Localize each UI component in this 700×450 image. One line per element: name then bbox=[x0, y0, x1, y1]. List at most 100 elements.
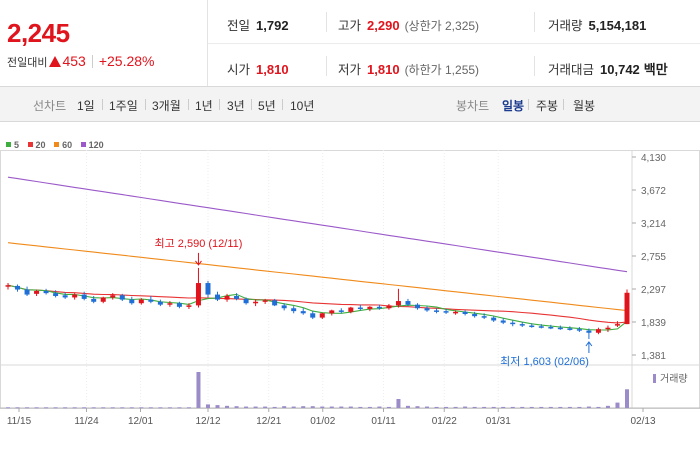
candle-body bbox=[376, 306, 382, 309]
volume-bar bbox=[444, 406, 449, 408]
volume-bar bbox=[567, 406, 572, 408]
candle-body bbox=[414, 304, 420, 309]
candle-body bbox=[262, 300, 268, 302]
volume-bar bbox=[82, 407, 87, 409]
candle-body bbox=[500, 320, 506, 323]
candle-body bbox=[24, 289, 30, 295]
volume-bar bbox=[463, 406, 468, 408]
candle-body bbox=[367, 306, 373, 309]
volume-bar bbox=[120, 407, 125, 409]
ma20-line bbox=[7, 284, 628, 324]
candle-body bbox=[310, 313, 316, 318]
period-1y-button[interactable]: 1년 bbox=[195, 99, 213, 113]
legend-label: 120 bbox=[88, 140, 104, 150]
volume-bar bbox=[282, 406, 287, 408]
candle-body bbox=[605, 327, 611, 330]
volume-bar bbox=[205, 404, 210, 408]
volume-bar bbox=[405, 405, 410, 408]
volume-bar bbox=[367, 406, 372, 408]
candle-body bbox=[405, 301, 411, 305]
candle-body bbox=[91, 298, 97, 302]
legend-ma20: 20 bbox=[27, 140, 46, 150]
candle-daily-button[interactable]: 일봉 bbox=[502, 99, 525, 113]
candle-body bbox=[62, 295, 68, 298]
volume-bar bbox=[44, 407, 49, 409]
legend-label: 20 bbox=[35, 140, 46, 150]
candle-body bbox=[100, 297, 106, 302]
volume-bar bbox=[539, 406, 544, 408]
candle-body bbox=[557, 327, 563, 330]
volume-bar bbox=[25, 407, 30, 409]
divider bbox=[528, 99, 529, 110]
legend-ma60: 60 bbox=[54, 140, 72, 150]
candle-monthly-button[interactable]: 월봉 bbox=[573, 99, 596, 113]
volume-bar bbox=[167, 407, 172, 409]
period-3m-button[interactable]: 3개월 bbox=[152, 99, 181, 113]
candle-body bbox=[186, 305, 192, 307]
candle-body bbox=[529, 325, 535, 328]
volume-bar bbox=[605, 405, 610, 408]
legend-label: 60 bbox=[62, 140, 73, 150]
stat-value: 1,792 bbox=[256, 18, 289, 33]
x-tick-label: 12/12 bbox=[195, 416, 220, 427]
candle-body bbox=[110, 295, 116, 298]
volume-bar bbox=[520, 406, 525, 408]
divider bbox=[188, 99, 189, 110]
period-5y-button[interactable]: 5년 bbox=[258, 99, 276, 113]
high-arrow-icon bbox=[195, 252, 202, 266]
stat-volume: 거래량 5,154,181 bbox=[548, 15, 646, 34]
volume-bar bbox=[425, 406, 430, 408]
period-3y-button[interactable]: 3년 bbox=[227, 99, 245, 113]
high-annotation: 최고 2,590 (12/11) bbox=[155, 237, 243, 250]
x-tick-label: 11/24 bbox=[74, 416, 99, 427]
period-10y-button[interactable]: 10년 bbox=[290, 99, 315, 113]
stat-label: 고가 bbox=[338, 19, 362, 33]
volume-bar bbox=[472, 406, 477, 408]
candlestick-chart[interactable]: 4,130 3,672 3,214 2,755 2,297 1,839 1,381 11/15… bbox=[0, 150, 700, 450]
candle-body bbox=[624, 292, 630, 325]
volume-bar bbox=[396, 399, 401, 408]
stat-value: 10,742 bbox=[600, 62, 640, 77]
candle-body bbox=[491, 317, 497, 321]
volume-bar bbox=[272, 406, 277, 408]
candle-weekly-button[interactable]: 주봉 bbox=[536, 99, 559, 113]
volume-bar bbox=[101, 407, 106, 409]
upper-limit: (상한가 2,325) bbox=[404, 19, 480, 33]
candle-body bbox=[176, 303, 182, 307]
candle-body bbox=[205, 283, 211, 295]
candle-body bbox=[272, 300, 278, 306]
volume-bar bbox=[558, 406, 563, 408]
volume-bar bbox=[15, 407, 20, 409]
volume-bar bbox=[34, 407, 39, 409]
volume-bar bbox=[358, 406, 363, 408]
divider bbox=[208, 43, 700, 44]
volume-label: 거래량 bbox=[660, 373, 688, 385]
volume-bar bbox=[148, 407, 153, 409]
volume-legend-swatch bbox=[653, 374, 656, 383]
candle-body bbox=[357, 307, 363, 310]
divider bbox=[102, 99, 103, 110]
period-1w-button[interactable]: 1주일 bbox=[109, 99, 138, 113]
price-block: 2,245 전일대비 453 +25.28% bbox=[0, 0, 208, 86]
chart-toolbar: 선차트 1일 1주일 3개월 1년 3년 5년 10년 봉차트 일봉 주봉 월봉 bbox=[0, 87, 700, 122]
y-tick-label: 3,672 bbox=[641, 186, 666, 197]
low-arrow-icon bbox=[585, 341, 593, 354]
change-label: 전일대비 bbox=[7, 57, 48, 69]
volume-bar bbox=[186, 407, 191, 409]
stat-label: 거래대금 bbox=[548, 63, 595, 77]
period-1d-button[interactable]: 1일 bbox=[77, 99, 95, 113]
x-tick-label: 01/31 bbox=[486, 416, 511, 427]
volume-bar bbox=[310, 406, 315, 408]
divider bbox=[145, 99, 146, 110]
stat-label: 시가 bbox=[227, 63, 251, 77]
volume-bar bbox=[529, 406, 534, 408]
candle-body bbox=[538, 326, 544, 328]
divider bbox=[326, 56, 327, 76]
candle-body bbox=[15, 285, 21, 290]
volume-bar bbox=[434, 406, 439, 408]
candle-body bbox=[129, 299, 135, 304]
low-annotation: 최저 1,603 (02/06) bbox=[500, 355, 589, 368]
stat-high: 고가 2,290 (상한가 2,325) bbox=[338, 15, 479, 34]
divider bbox=[282, 99, 283, 110]
candle-body bbox=[195, 283, 201, 306]
